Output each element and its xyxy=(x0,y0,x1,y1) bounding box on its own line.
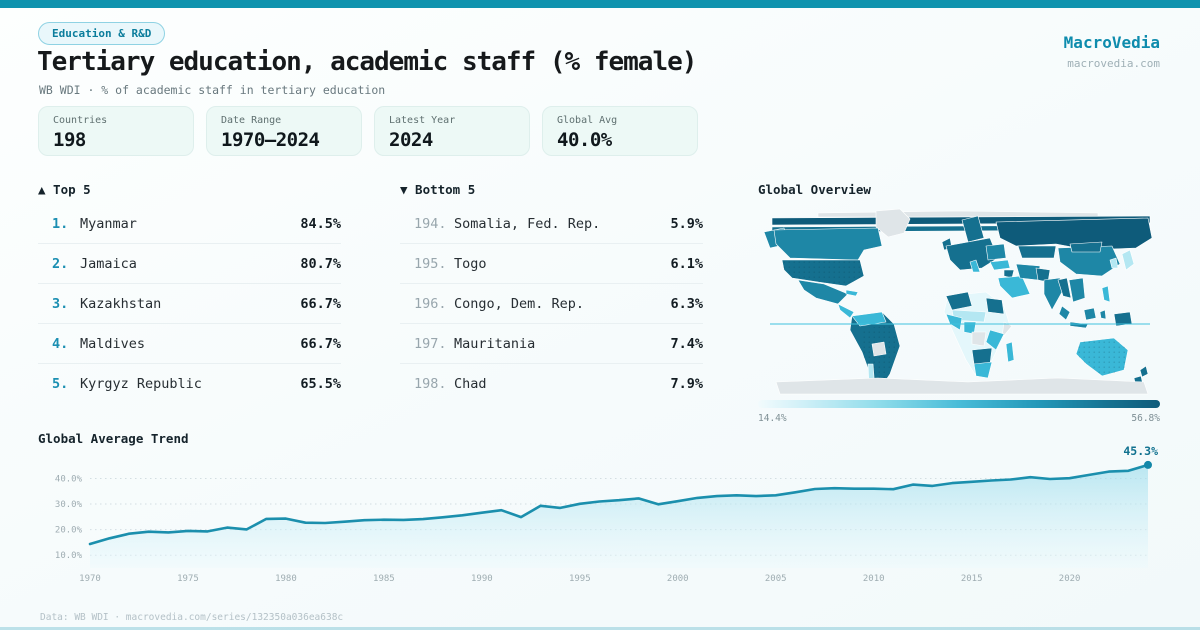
rank: 194. xyxy=(414,215,447,232)
stat-card-global-avg: Global Avg 40.0% xyxy=(542,106,698,156)
page-subtitle: WB WDI · % of academic staff in tertiary… xyxy=(39,83,386,97)
source-link[interactable]: Data: WB WDI · macrovedia.com/series/132… xyxy=(40,612,344,623)
svg-text:40.0%: 40.0% xyxy=(55,474,83,484)
global-average-trend-chart: 40.0% 30.0% 20.0% 10.0% 1970 1975 1980 1985 1990… xyxy=(55,444,1158,584)
country-value: 7.4% xyxy=(670,335,703,352)
list-item: 5. Kyrgyz Republic 65.5% xyxy=(38,364,341,404)
stat-card-date-range: Date Range 1970–2024 xyxy=(206,106,362,156)
bottom5-list: ▼ Bottom 5 194. Somalia, Fed. Rep. 5.9% … xyxy=(400,182,703,404)
stat-card-countries: Countries 198 xyxy=(38,106,194,156)
stat-value: 40.0% xyxy=(557,129,612,151)
rank: 195. xyxy=(414,255,447,272)
svg-text:45.3%: 45.3% xyxy=(1123,444,1158,458)
rank: 2. xyxy=(52,255,69,272)
list-item: 4. Maldives 66.7% xyxy=(38,324,341,364)
country-value: 66.7% xyxy=(300,295,341,312)
rank: 3. xyxy=(52,295,69,312)
legend-min-label: 14.4% xyxy=(758,413,787,424)
brand-block: MacroVedia macrovedia.com xyxy=(1064,33,1160,70)
global-overview-panel: Global Overview xyxy=(758,182,1160,424)
country-name: Somalia, Fed. Rep. xyxy=(454,215,601,232)
list-item: 196. Congo, Dem. Rep. 6.3% xyxy=(400,284,703,324)
world-choropleth-map xyxy=(763,208,1153,395)
rank: 197. xyxy=(414,335,447,352)
bottom5-heading: ▼ Bottom 5 xyxy=(400,182,476,197)
country-value: 6.3% xyxy=(670,295,703,312)
country-value: 66.7% xyxy=(300,335,341,352)
country-name: Mauritania xyxy=(454,335,536,352)
stat-label: Date Range xyxy=(221,115,282,126)
svg-text:1970: 1970 xyxy=(79,574,101,584)
top5-rows: 1. Myanmar 84.5% 2. Jamaica 80.7% 3. Kaz… xyxy=(38,204,341,404)
trend-panel: Global Average Trend 40.0% 30.0% 20.0% 10.0… xyxy=(38,431,1162,590)
list-item: 3. Kazakhstan 66.7% xyxy=(38,284,341,324)
stat-value: 2024 xyxy=(389,129,433,151)
list-item: 195. Togo 6.1% xyxy=(400,244,703,284)
svg-text:1975: 1975 xyxy=(177,574,199,584)
svg-text:1985: 1985 xyxy=(373,574,395,584)
list-item: 2. Jamaica 80.7% xyxy=(38,244,341,284)
choropleth-legend-gradient xyxy=(758,400,1160,408)
country-value: 65.5% xyxy=(300,376,341,392)
stat-card-latest-year: Latest Year 2024 xyxy=(374,106,530,156)
rank: 196. xyxy=(414,295,447,312)
country-value: 84.5% xyxy=(300,215,341,232)
rank: 1. xyxy=(52,215,69,232)
country-name: Kazakhstan xyxy=(80,295,162,312)
bottom-accent-bar xyxy=(0,627,1200,630)
trend-heading: Global Average Trend xyxy=(38,431,189,446)
choropleth-legend-labels: 14.4% 56.8% xyxy=(758,413,1160,424)
legend-max-label: 56.8% xyxy=(1131,413,1160,424)
country-name: Kyrgyz Republic xyxy=(80,376,202,392)
svg-text:1995: 1995 xyxy=(569,574,591,584)
list-item: 198. Chad 7.9% xyxy=(400,364,703,404)
top5-heading: ▲ Top 5 xyxy=(38,182,91,197)
stat-label: Global Avg xyxy=(557,115,618,126)
brand-link[interactable]: macrovedia.com xyxy=(1067,57,1160,70)
country-value: 5.9% xyxy=(670,215,703,232)
category-badge: Education & R&D xyxy=(38,22,166,45)
svg-text:1990: 1990 xyxy=(471,574,493,584)
brand-name: MacroVedia xyxy=(1063,33,1160,52)
country-name: Chad xyxy=(454,376,487,392)
rank: 4. xyxy=(52,335,69,352)
stat-label: Countries xyxy=(53,115,108,126)
country-name: Congo, Dem. Rep. xyxy=(454,295,585,312)
stat-label: Latest Year xyxy=(389,115,456,126)
list-item: 194. Somalia, Fed. Rep. 5.9% xyxy=(400,204,703,244)
stat-value: 198 xyxy=(53,129,86,151)
svg-text:2010: 2010 xyxy=(863,574,885,584)
svg-text:1980: 1980 xyxy=(275,574,297,584)
country-name: Jamaica xyxy=(80,255,137,272)
country-name: Maldives xyxy=(80,335,146,352)
svg-text:2000: 2000 xyxy=(667,574,689,584)
bottom5-rows: 194. Somalia, Fed. Rep. 5.9% 195. Togo 6… xyxy=(400,204,703,404)
svg-text:2015: 2015 xyxy=(961,574,983,584)
stats-row: Countries 198 Date Range 1970–2024 Lates… xyxy=(38,106,698,156)
list-item: 197. Mauritania 7.4% xyxy=(400,324,703,364)
svg-text:2005: 2005 xyxy=(765,574,787,584)
rank: 198. xyxy=(414,376,447,392)
top-accent-bar xyxy=(0,0,1200,8)
stat-value: 1970–2024 xyxy=(221,129,320,151)
country-value: 6.1% xyxy=(670,255,703,272)
svg-text:20.0%: 20.0% xyxy=(55,526,83,536)
page-title: Tertiary education, academic staff (% fe… xyxy=(37,47,697,77)
svg-text:2020: 2020 xyxy=(1059,574,1081,584)
svg-text:30.0%: 30.0% xyxy=(55,500,83,510)
svg-text:10.0%: 10.0% xyxy=(55,551,83,561)
rank: 5. xyxy=(52,376,69,392)
list-item: 1. Myanmar 84.5% xyxy=(38,204,341,244)
top5-list: ▲ Top 5 1. Myanmar 84.5% 2. Jamaica 80.7… xyxy=(38,182,341,404)
country-value: 7.9% xyxy=(670,376,703,392)
country-value: 80.7% xyxy=(300,255,341,272)
country-name: Myanmar xyxy=(80,215,137,232)
map-heading: Global Overview xyxy=(758,182,871,197)
country-name: Togo xyxy=(454,255,487,272)
